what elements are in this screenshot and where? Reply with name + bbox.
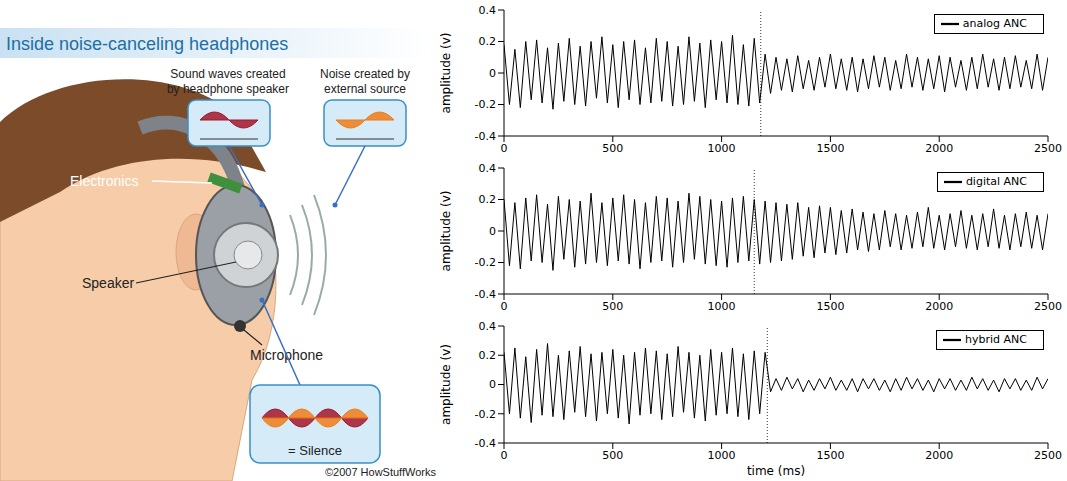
svg-text:0: 0 [489,225,496,238]
svg-text:-0.4: -0.4 [475,130,496,143]
svg-text:2000: 2000 [925,300,953,313]
svg-text:-0.4: -0.4 [475,288,496,301]
svg-text:amplitude (v): amplitude (v) [440,33,453,114]
svg-text:Electronics: Electronics [70,173,138,189]
svg-text:2500: 2500 [1034,300,1062,313]
html-text:hybrid ANC: hybrid ANC [965,333,1027,346]
svg-text:0: 0 [501,300,508,313]
svg-text:500: 500 [602,300,623,313]
svg-text:2000: 2000 [925,449,953,462]
svg-text:0: 0 [501,142,508,155]
svg-text:500: 500 [602,449,623,462]
svg-text:-0.2: -0.2 [475,256,496,269]
svg-text:Microphone: Microphone [250,347,324,363]
svg-text:amplitude (v): amplitude (v) [440,191,453,272]
svg-text:-0.2: -0.2 [475,408,496,421]
svg-text:0: 0 [501,449,508,462]
svg-text:amplitude (v): amplitude (v) [440,344,453,425]
svg-text:1000: 1000 [708,449,736,462]
svg-text:2500: 2500 [1034,142,1062,155]
svg-text:-0.2: -0.2 [475,98,496,111]
svg-text:1500: 1500 [816,449,844,462]
svg-text:Speaker: Speaker [82,275,134,291]
svg-text:500: 500 [602,142,623,155]
svg-text:time (ms): time (ms) [747,464,805,478]
html-text:digital ANC: digital ANC [965,175,1027,188]
svg-text:-0.4: -0.4 [475,437,496,450]
svg-text:0: 0 [489,378,496,391]
svg-text:external source: external source [324,82,406,96]
svg-text:1500: 1500 [816,300,844,313]
svg-text:2500: 2500 [1034,449,1062,462]
svg-text:Noise created by: Noise created by [320,67,410,81]
svg-text:1500: 1500 [816,142,844,155]
svg-text:Sound waves created: Sound waves created [170,67,285,81]
svg-text:Inside noise-canceling headpho: Inside noise-canceling headphones [6,34,288,54]
svg-text:0.2: 0.2 [479,35,497,48]
svg-text:= Silence: = Silence [288,443,342,458]
svg-text:1000: 1000 [708,300,736,313]
svg-text:by headphone speaker: by headphone speaker [167,82,289,96]
svg-text:0.4: 0.4 [479,320,497,333]
svg-text:0.2: 0.2 [479,349,497,362]
svg-text:0.2: 0.2 [479,193,497,206]
svg-text:2000: 2000 [925,142,953,155]
svg-text:0: 0 [489,67,496,80]
html-text:analog ANC: analog ANC [962,17,1027,30]
svg-text:0.4: 0.4 [479,4,497,17]
svg-text:0.4: 0.4 [479,162,497,175]
svg-text:©2007 HowStuffWorks: ©2007 HowStuffWorks [325,466,437,478]
svg-text:1000: 1000 [708,142,736,155]
